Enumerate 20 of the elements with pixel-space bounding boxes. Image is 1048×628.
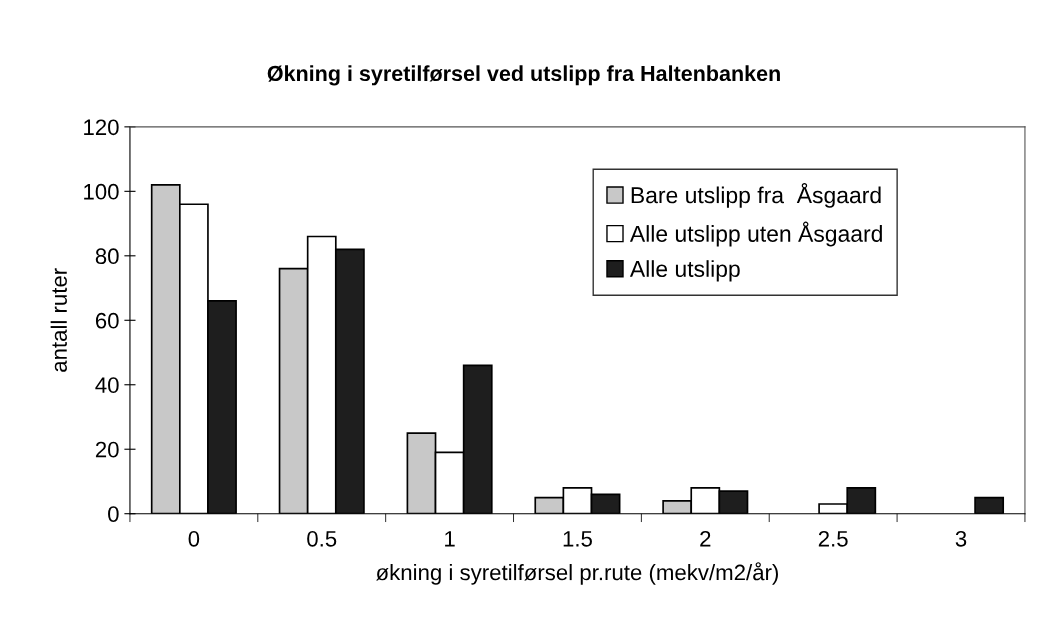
y-axis-title: antall ruter bbox=[50, 268, 67, 372]
legend-label: Alle utslipp uten Åsgaard bbox=[629, 221, 882, 247]
x-tick-label: 2 bbox=[700, 530, 711, 547]
x-tick-label: 1.5 bbox=[563, 531, 592, 547]
x-tick-label: 0.5 bbox=[307, 530, 337, 547]
y-tick-label: 0 bbox=[108, 506, 119, 522]
x-tick-label: 1 bbox=[445, 531, 455, 547]
y-tick-label: 20 bbox=[95, 441, 119, 458]
legend-label: Bare utslipp fra Åsgaard bbox=[631, 183, 881, 208]
y-tick-label: 80 bbox=[95, 248, 119, 265]
legend-label: Alle utslipp bbox=[629, 260, 740, 282]
x-tick-label: 2.5 bbox=[818, 530, 848, 547]
y-tick-label: 60 bbox=[95, 312, 119, 329]
chart-title: Økning i syretilførsel ved utslipp fra Haltenbanken bbox=[267, 65, 780, 86]
x-tick-label: 0 bbox=[188, 530, 200, 547]
y-tick-label: 100 bbox=[84, 183, 119, 200]
x-axis-title: økning i syretilførsel pr.rute (mekv/m2/år) bbox=[376, 562, 778, 585]
y-tick-label: 120 bbox=[84, 119, 119, 136]
y-tick-label: 40 bbox=[95, 377, 119, 394]
x-tick-label: 3 bbox=[955, 530, 967, 547]
